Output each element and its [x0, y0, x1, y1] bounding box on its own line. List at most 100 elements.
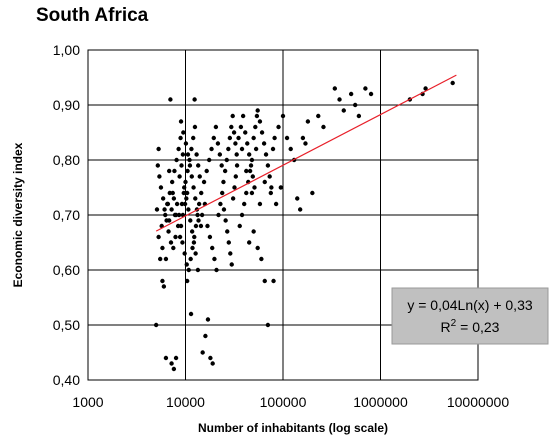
data-point — [182, 251, 187, 256]
data-point — [191, 135, 196, 141]
data-point — [195, 212, 200, 218]
data-point — [246, 152, 252, 157]
data-point — [226, 146, 231, 152]
data-point — [254, 113, 260, 119]
data-point — [222, 168, 228, 174]
data-point — [214, 267, 219, 273]
data-point — [204, 168, 209, 174]
data-point — [163, 212, 168, 218]
trendline-equation: y = 0,04Ln(x) + 0,33 — [407, 297, 533, 313]
data-point — [234, 163, 240, 168]
data-point — [246, 240, 252, 245]
data-point — [168, 97, 173, 102]
data-point — [321, 124, 326, 130]
data-point — [196, 163, 201, 168]
data-point — [297, 207, 303, 212]
data-point — [253, 146, 259, 152]
data-point — [219, 163, 224, 168]
data-point — [192, 234, 197, 240]
data-point — [188, 311, 194, 317]
data-point — [188, 218, 193, 223]
data-point — [193, 196, 198, 201]
data-point — [182, 185, 187, 190]
data-point — [174, 201, 180, 207]
data-point — [303, 141, 308, 146]
data-point — [173, 234, 178, 240]
y-tick-label: 0,80 — [53, 152, 80, 168]
data-point — [177, 174, 182, 179]
data-point — [183, 179, 188, 185]
data-point — [273, 201, 279, 207]
data-point — [209, 146, 214, 152]
data-point — [176, 212, 182, 218]
data-point — [226, 240, 231, 245]
data-point — [248, 163, 254, 168]
data-point — [170, 190, 175, 196]
data-point — [182, 201, 188, 207]
data-point — [251, 135, 256, 141]
y-tick-label: 1,00 — [53, 42, 80, 58]
data-point — [227, 135, 233, 141]
data-point — [253, 124, 258, 130]
data-point — [255, 245, 260, 251]
data-point — [195, 267, 201, 273]
data-point — [187, 157, 192, 163]
data-point — [171, 196, 177, 201]
trendline — [155, 74, 457, 232]
data-point — [199, 212, 205, 218]
data-point — [179, 201, 185, 207]
data-point — [184, 262, 189, 267]
data-point — [192, 124, 198, 130]
data-point — [203, 333, 208, 339]
data-point — [259, 130, 265, 135]
data-point — [169, 179, 175, 185]
data-point — [189, 229, 195, 234]
y-axis-label: Economic diversity index — [11, 142, 25, 287]
data-point — [197, 174, 202, 179]
data-point — [194, 152, 199, 157]
data-point — [189, 146, 194, 152]
data-point — [178, 119, 184, 124]
data-point — [161, 284, 167, 289]
data-point — [228, 251, 233, 256]
data-point — [186, 207, 191, 212]
data-point — [270, 146, 276, 152]
data-point — [234, 152, 239, 157]
tick-labels: 0,40 0,50 0,60 0,70 0,80 0,90 1,00 1000 10000 100… — [53, 42, 510, 410]
data-point — [288, 146, 293, 152]
data-point — [160, 245, 165, 251]
data-point — [171, 245, 176, 251]
data-point — [185, 152, 191, 157]
data-point — [160, 278, 165, 284]
data-point — [220, 190, 225, 196]
data-point — [278, 185, 284, 190]
data-point — [183, 141, 189, 146]
data-point — [263, 152, 269, 157]
y-tick-label: 0,60 — [53, 262, 80, 278]
data-point — [368, 91, 374, 97]
r-squared-symbol: R — [441, 319, 451, 335]
data-point — [184, 278, 190, 284]
data-point — [269, 185, 274, 190]
data-point — [199, 190, 204, 196]
data-point — [247, 168, 253, 174]
data-point — [191, 185, 196, 190]
data-point — [210, 245, 215, 251]
data-point — [190, 245, 195, 251]
plot-area-frame — [87, 49, 479, 381]
data-point — [173, 355, 179, 361]
data-point — [193, 251, 198, 256]
data-point — [169, 207, 174, 212]
data-point — [230, 196, 236, 201]
data-point — [211, 135, 216, 141]
data-point — [316, 113, 321, 119]
data-point — [210, 361, 215, 366]
data-point — [280, 113, 286, 119]
data-point — [172, 168, 177, 174]
data-point — [180, 152, 186, 157]
data-point — [244, 168, 249, 174]
data-point — [212, 256, 217, 262]
data-point — [225, 229, 230, 234]
data-point — [163, 256, 169, 262]
data-point — [284, 135, 290, 141]
